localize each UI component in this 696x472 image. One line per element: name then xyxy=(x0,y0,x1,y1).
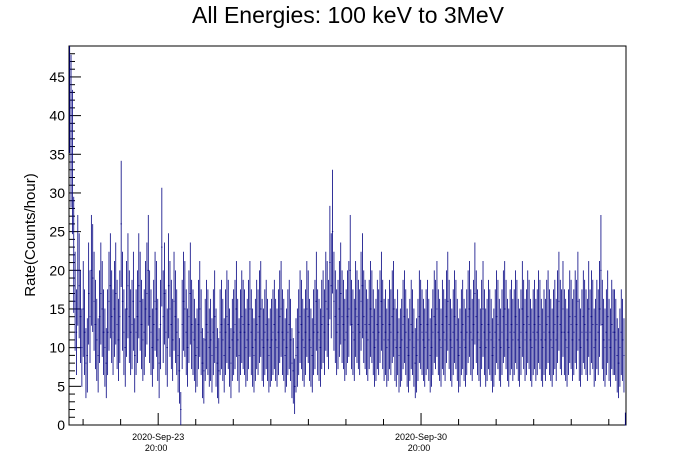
x-tick-date-label: 2020-Sep-23 xyxy=(132,432,184,442)
y-tick-label: 20 xyxy=(49,262,65,278)
y-tick-label: 10 xyxy=(49,340,65,356)
y-tick-label: 45 xyxy=(49,69,65,85)
y-axis: 0 5 10 15 20 25 30 35 40 45 xyxy=(49,45,81,433)
y-tick-label: 30 xyxy=(49,185,65,201)
y-tick-label: 35 xyxy=(49,146,65,162)
x-tick-date-label: 2020-Sep-30 xyxy=(395,432,447,442)
series-layer xyxy=(69,46,626,426)
y-tick-label: 25 xyxy=(49,224,65,240)
plot-frame xyxy=(68,45,627,426)
y-tick-label: 15 xyxy=(49,301,65,317)
y-tick-label: 40 xyxy=(49,108,65,124)
y-tick-label: 0 xyxy=(57,417,65,433)
x-tick-time-label: 20:00 xyxy=(145,443,168,453)
chart-title: All Energies: 100 keV to 3MeV xyxy=(192,2,504,28)
x-tick-time-label: 20:00 xyxy=(408,443,431,453)
y-axis-label: Rate(Counts/hour) xyxy=(22,173,39,296)
y-tick-label: 5 xyxy=(57,378,65,394)
